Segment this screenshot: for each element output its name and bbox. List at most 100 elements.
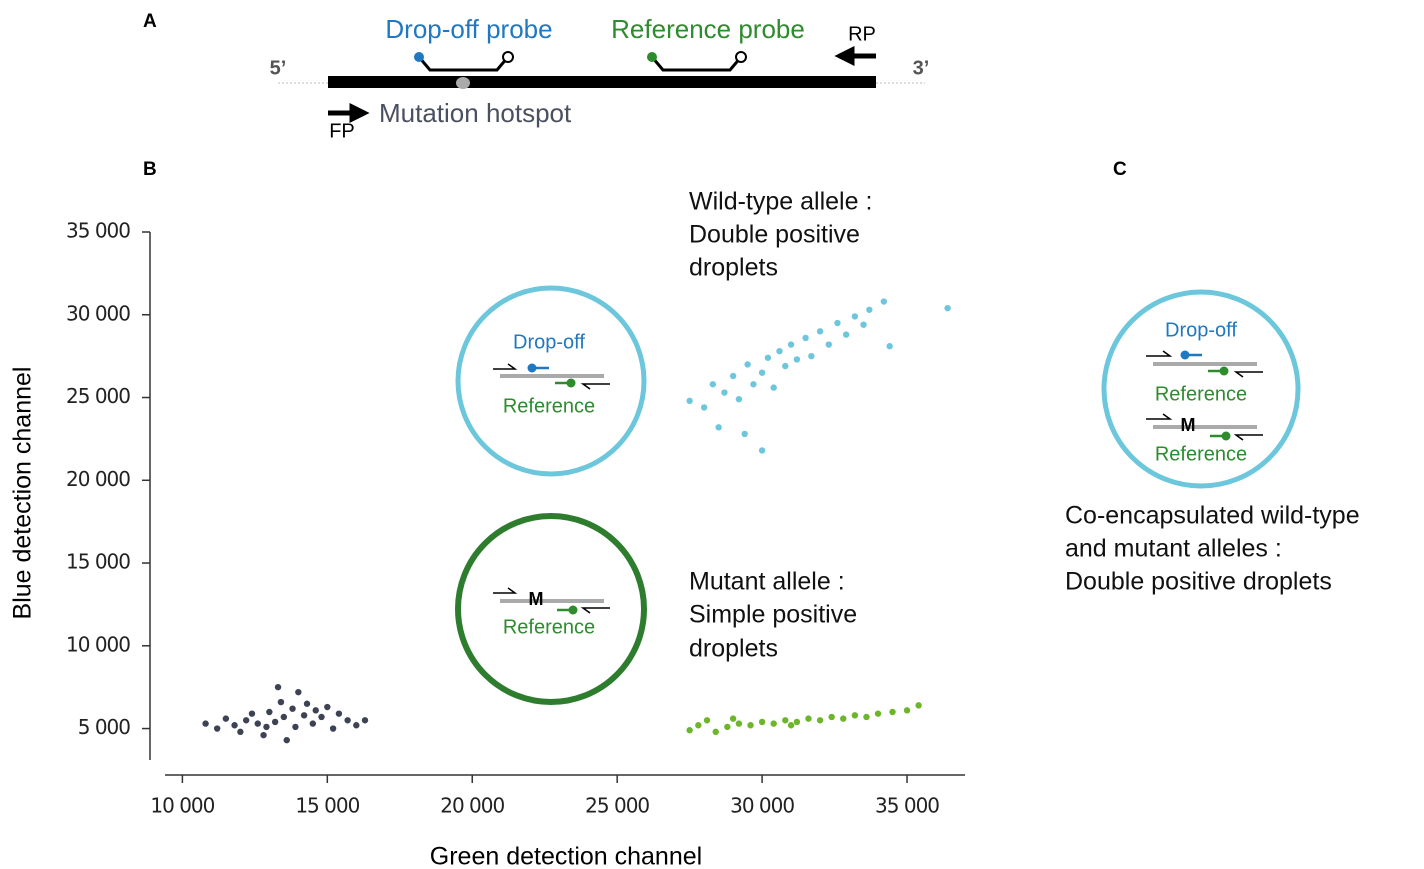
droplet-point — [695, 722, 701, 728]
x-axis-title: Green detection channel — [430, 843, 702, 869]
end-label: 5’ — [270, 57, 287, 79]
droplet-point — [817, 717, 823, 723]
droplet-point — [310, 720, 316, 726]
droplet-point — [759, 719, 765, 725]
droplet-point — [281, 714, 287, 720]
droplet-point — [284, 737, 290, 743]
caption: and mutant alleles : — [1065, 535, 1282, 563]
y-tick-label: 10 000 — [66, 632, 130, 656]
annotation: droplets — [689, 254, 778, 282]
y-tick-label: 25 000 — [66, 384, 130, 408]
droplet-point — [808, 353, 814, 359]
circle-label: Drop-off — [1165, 319, 1237, 341]
droplet-point — [292, 724, 298, 730]
droplet-point — [304, 701, 310, 707]
x-tick-label: 20 000 — [440, 794, 504, 818]
droplet-point — [704, 717, 710, 723]
droplet-point — [263, 724, 269, 730]
droplet-point — [776, 348, 782, 354]
droplet-point — [794, 356, 800, 362]
droplet-point — [759, 369, 765, 375]
caption: Double positive droplets — [1065, 568, 1332, 596]
droplet-point — [750, 381, 756, 387]
droplet-point — [886, 343, 892, 349]
x-tick-label: 30 000 — [730, 794, 794, 818]
droplet-point — [330, 725, 336, 731]
circle-label: Reference — [1155, 443, 1247, 465]
y-tick-label: 20 000 — [66, 467, 130, 491]
droplet-point — [860, 321, 866, 327]
circle-label: Reference — [503, 616, 595, 638]
droplet-point — [336, 710, 342, 716]
droplet-point — [788, 722, 794, 728]
droplet-point — [202, 720, 208, 726]
droplet-point — [275, 684, 281, 690]
droplet-point — [944, 305, 950, 311]
circle-label: Reference — [1155, 383, 1247, 405]
droplet-point — [721, 389, 727, 395]
primer — [1146, 414, 1170, 419]
annotation: Mutant allele : — [689, 568, 845, 596]
probe-label: Reference probe — [611, 14, 805, 44]
droplet-point — [794, 719, 800, 725]
droplet-point — [266, 709, 272, 715]
droplet-point — [686, 398, 692, 404]
droplet-point — [249, 710, 255, 716]
quencher — [503, 52, 513, 62]
droplet-point — [730, 715, 736, 721]
droplet-point — [889, 709, 895, 715]
primer-label: RP — [848, 23, 876, 45]
droplet-point — [724, 724, 730, 730]
droplet-point — [863, 714, 869, 720]
end-label: 3’ — [913, 57, 930, 79]
probe-dot — [567, 379, 576, 388]
droplet-point — [805, 715, 811, 721]
droplet-point — [840, 715, 846, 721]
droplet-point — [710, 381, 716, 387]
droplet-point — [744, 361, 750, 367]
primer-label: FP — [329, 120, 355, 142]
y-tick-label: 35 000 — [66, 219, 130, 243]
y-axis-title: Blue detection channel — [9, 367, 37, 620]
x-tick-label: 15 000 — [295, 794, 359, 818]
y-tick-label: 30 000 — [66, 301, 130, 325]
droplet-point — [295, 689, 301, 695]
droplet-point — [866, 307, 872, 313]
hotspot-label: Mutation hotspot — [379, 98, 572, 128]
probe-dot — [1181, 351, 1190, 360]
primer — [1146, 351, 1170, 356]
droplet-point — [231, 722, 237, 728]
droplet-point — [223, 715, 229, 721]
droplet-point — [852, 313, 858, 319]
droplet-point — [742, 431, 748, 437]
dna-bar — [328, 76, 876, 88]
droplet-point — [788, 341, 794, 347]
circle-label: Drop-off — [513, 331, 585, 353]
circle-label: Reference — [503, 395, 595, 417]
droplet-point — [701, 404, 707, 410]
probe-dot — [569, 606, 578, 615]
droplet-point — [852, 712, 858, 718]
y-tick-label: 5 000 — [78, 715, 131, 739]
droplet-point — [344, 717, 350, 723]
droplet-point — [324, 704, 330, 710]
figure: A Drop-off probe Reference probe RP 5’ 3… — [0, 0, 1424, 869]
primer — [1236, 435, 1263, 440]
primer — [583, 384, 610, 389]
droplet-point — [759, 447, 765, 453]
rp-arrow — [840, 50, 876, 62]
annotation: Double positive — [689, 221, 860, 249]
x-tick-label: 35 000 — [875, 794, 939, 818]
droplet-point — [828, 714, 834, 720]
panel-label: A — [143, 11, 157, 32]
probe-label: Drop-off probe — [385, 14, 552, 44]
primer — [1236, 372, 1263, 377]
droplet-point — [243, 717, 249, 723]
droplet-point — [875, 710, 881, 716]
droplet-point — [313, 707, 319, 713]
probe-dot — [414, 52, 424, 62]
hotspot-dot — [456, 77, 470, 89]
y-tick-label: 15 000 — [66, 550, 130, 574]
droplet-point — [362, 717, 368, 723]
droplet-point — [278, 699, 284, 705]
